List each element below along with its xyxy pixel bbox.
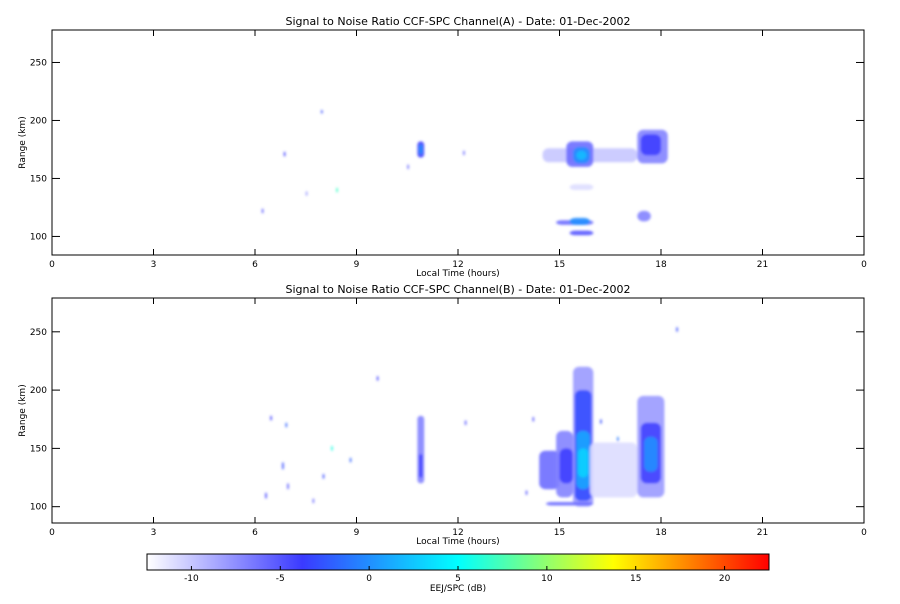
y-tick-label: 150 xyxy=(30,174,47,184)
snr-cell xyxy=(525,490,528,496)
colorbar-tick-label: 5 xyxy=(455,574,461,584)
snr-cell xyxy=(283,151,286,157)
snr-cell xyxy=(600,419,602,424)
colorbar-label: EEJ/SPC (dB) xyxy=(430,584,486,594)
snr-cell xyxy=(282,462,284,470)
snr-cell xyxy=(407,164,409,170)
x-tick-label: 15 xyxy=(554,528,565,538)
snr-cell xyxy=(419,144,423,155)
y-tick-label: 100 xyxy=(30,232,47,242)
x-tick-label: 21 xyxy=(757,260,768,270)
y-tick-label: 200 xyxy=(30,386,47,396)
snr-cell xyxy=(617,436,619,442)
y-tick-label: 200 xyxy=(30,116,47,126)
snr-cell xyxy=(320,110,323,114)
snr-cell xyxy=(336,187,338,193)
x-tick-label: 12 xyxy=(452,260,463,270)
x-tick-label: 12 xyxy=(452,528,463,538)
x-tick-label: 18 xyxy=(655,260,667,270)
snr-cell xyxy=(312,498,315,504)
plot-frame xyxy=(51,29,865,256)
x-tick-label: 9 xyxy=(354,260,360,270)
data-layer xyxy=(265,327,678,507)
snr-cell xyxy=(285,422,288,428)
x-tick-label: 9 xyxy=(354,528,360,538)
snr-cell xyxy=(532,416,535,422)
y-axis-label: Range (km) xyxy=(18,116,28,168)
snr-cell xyxy=(569,184,594,191)
x-tick-label: 3 xyxy=(151,260,157,270)
snr-cell xyxy=(376,376,379,381)
snr-cell xyxy=(349,457,352,463)
x-tick-label: 0 xyxy=(49,260,55,270)
x-tick-label: 3 xyxy=(151,528,157,538)
x-tick-label: 18 xyxy=(655,528,667,538)
x-tick-label: 0 xyxy=(861,260,867,270)
plot-frame xyxy=(51,297,865,524)
colorbar-tick-label: 0 xyxy=(366,574,372,584)
x-tick-label: 6 xyxy=(252,260,258,270)
x-axis-label: Local Time (hours) xyxy=(416,537,499,547)
snr-cell xyxy=(559,448,574,484)
x-tick-label: 6 xyxy=(252,528,258,538)
y-tick-label: 150 xyxy=(30,444,47,454)
snr-cell xyxy=(270,415,272,421)
x-tick-label: 0 xyxy=(861,528,867,538)
snr-cell xyxy=(545,502,594,506)
y-tick-label: 250 xyxy=(30,58,47,68)
snr-cell xyxy=(640,134,661,156)
snr-cell xyxy=(637,210,651,222)
snr-cell xyxy=(419,454,423,478)
snr-cell xyxy=(265,492,267,499)
y-tick-label: 250 xyxy=(30,328,47,338)
snr-cell xyxy=(578,448,589,478)
colorbar-tick-label: 15 xyxy=(630,574,641,584)
snr-cell xyxy=(576,150,587,160)
panel-title: Signal to Noise Ratio CCF-SPC Channel(A)… xyxy=(286,15,631,28)
snr-cell xyxy=(331,446,333,451)
snr-cell xyxy=(644,436,658,472)
panel-title: Signal to Noise Ratio CCF-SPC Channel(B)… xyxy=(286,283,631,296)
snr-cell xyxy=(589,442,638,498)
snr-cell xyxy=(464,420,467,426)
colorbar-tick-label: -10 xyxy=(184,574,199,584)
colorbar-tick-label: 20 xyxy=(719,574,731,584)
x-tick-label: 21 xyxy=(757,528,768,538)
snr-cell xyxy=(463,150,465,156)
snr-cell xyxy=(305,191,308,196)
snr-cell xyxy=(322,474,325,479)
colorbar-tick-label: -5 xyxy=(276,574,285,584)
x-tick-label: 0 xyxy=(49,528,55,538)
data-layer xyxy=(261,110,668,236)
y-tick-label: 100 xyxy=(30,503,47,513)
snr-cell xyxy=(676,327,678,332)
colorbar-tick-label: 10 xyxy=(541,574,553,584)
snr-cell xyxy=(539,450,560,490)
x-tick-label: 15 xyxy=(554,260,565,270)
snr-cell xyxy=(569,217,590,225)
x-axis-label: Local Time (hours) xyxy=(416,269,499,279)
snr-cell xyxy=(287,483,289,490)
y-axis-label: Range (km) xyxy=(18,384,28,436)
snr-cell xyxy=(261,208,264,214)
snr-cell xyxy=(569,230,594,236)
